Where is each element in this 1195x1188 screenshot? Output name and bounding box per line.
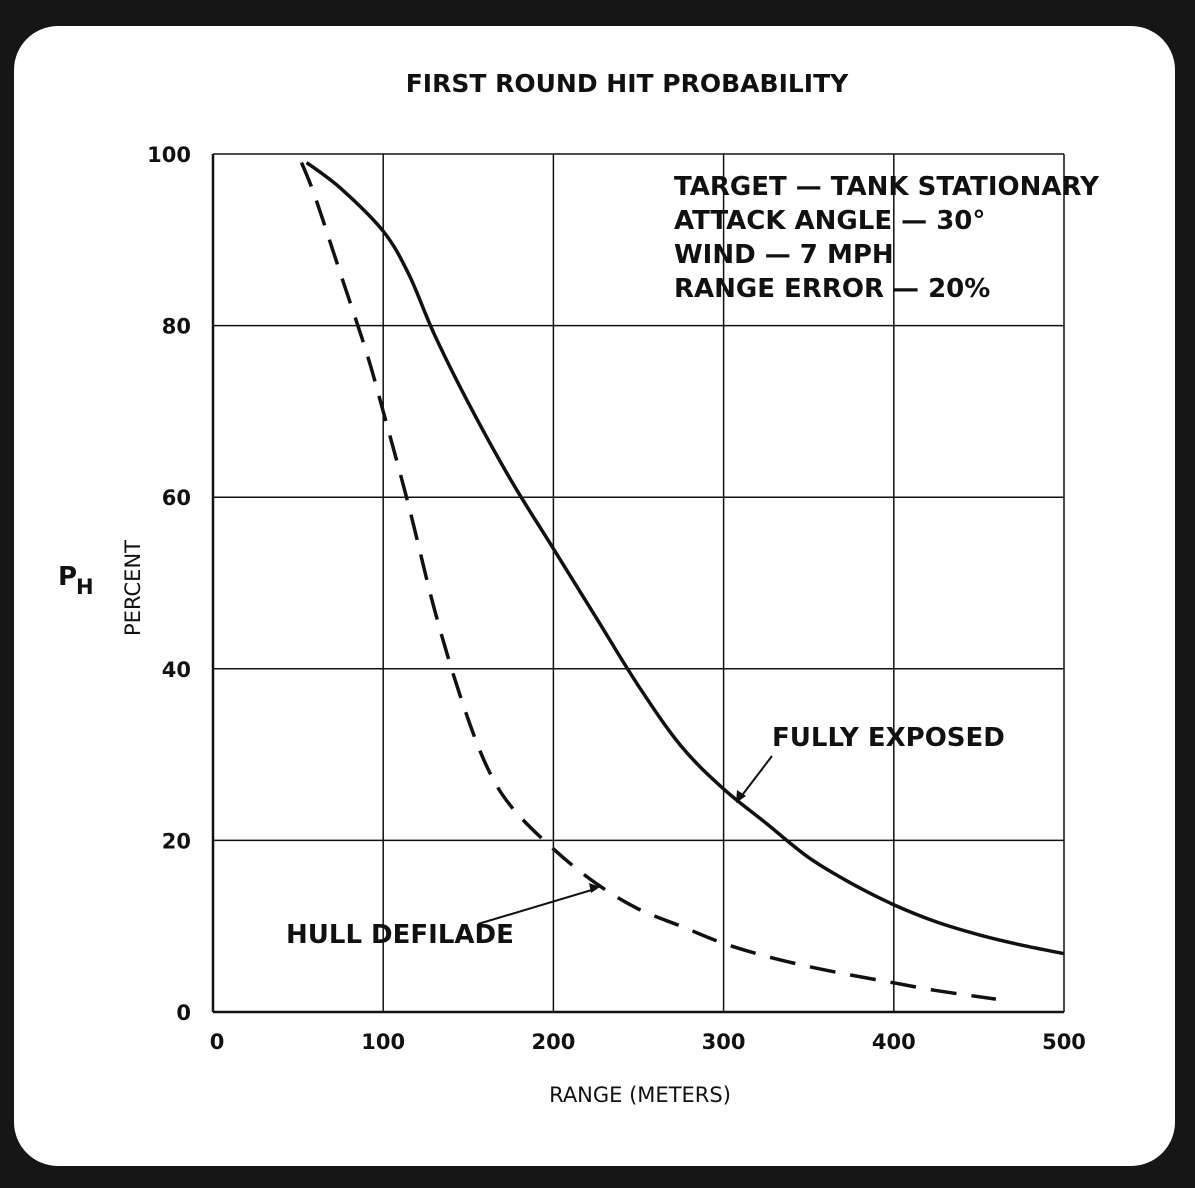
x-tick-label: 200 xyxy=(531,1030,575,1054)
y-tick-label: 60 xyxy=(162,486,191,510)
condition-wind: WIND — 7 MPH xyxy=(674,240,894,270)
x-tick-labels: 0 100 200 300 400 500 xyxy=(210,1030,1086,1054)
y-tick-label: 0 xyxy=(176,1001,191,1025)
series-group xyxy=(299,161,1065,1001)
annotation-hull-defilade-arrow xyxy=(477,888,596,925)
condition-range-error: RANGE ERROR — 20% xyxy=(674,274,990,304)
conditions-box: TARGET — TANK STATIONARY ATTACK ANGLE — … xyxy=(674,172,1100,304)
annotation-hull-defilade: HULL DEFILADE xyxy=(286,883,600,950)
y-axis-label: P H xyxy=(58,562,94,599)
y-tick-label: 20 xyxy=(162,829,191,853)
y-tick-label: 40 xyxy=(162,658,191,682)
y-axis-label-subscript: H xyxy=(76,575,94,599)
series-line-hull-defilade xyxy=(299,161,997,1001)
chart-panel: FIRST ROUND HIT PROBABILITY 0 100 200 300 40… xyxy=(14,26,1175,1166)
x-tick-label: 500 xyxy=(1042,1030,1086,1054)
condition-attack-angle: ATTACK ANGLE — 30° xyxy=(674,206,985,236)
x-tick-label: 300 xyxy=(702,1030,746,1054)
annotation-fully-exposed-arrowhead xyxy=(736,790,746,803)
x-tick-label: 400 xyxy=(872,1030,916,1054)
annotation-fully-exposed: FULLY EXPOSED xyxy=(736,723,1005,803)
grid xyxy=(211,153,1065,1014)
condition-target: TARGET — TANK STATIONARY xyxy=(674,172,1100,202)
x-tick-label: 100 xyxy=(361,1030,405,1054)
y-tick-label: 80 xyxy=(162,315,191,339)
chart-svg: FIRST ROUND HIT PROBABILITY 0 100 200 300 40… xyxy=(58,69,1100,1107)
annotation-fully-exposed-label: FULLY EXPOSED xyxy=(772,723,1005,753)
series-line-fully-exposed xyxy=(305,161,1065,956)
y-tick-labels: 0 20 40 60 80 100 xyxy=(147,143,191,1025)
annotation-hull-defilade-label: HULL DEFILADE xyxy=(286,920,514,950)
y-axis-unit-label: PERCENT xyxy=(121,540,145,636)
y-tick-label: 100 xyxy=(147,143,191,167)
annotation-hull-defilade-arrowhead xyxy=(589,883,600,893)
y-axis-label-main: P xyxy=(58,562,77,592)
x-axis-label: RANGE (METERS) xyxy=(549,1083,731,1107)
chart-title: FIRST ROUND HIT PROBABILITY xyxy=(406,69,849,98)
annotation-fully-exposed-arrow xyxy=(739,755,773,799)
x-tick-label: 0 xyxy=(210,1030,225,1054)
